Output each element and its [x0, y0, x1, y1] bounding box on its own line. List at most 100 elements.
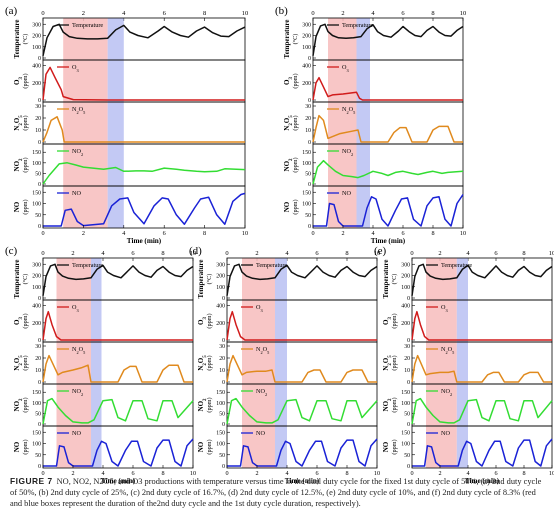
y-axis-label-n2o5: N2O5: [13, 355, 24, 371]
y-tick-label: 100: [32, 401, 41, 407]
y-tick-label: 0: [222, 464, 225, 470]
y-tick-label: 50: [35, 171, 41, 177]
y-tick-label: 0: [308, 56, 311, 62]
legend-label-temperature: Temperature: [441, 262, 472, 269]
blue-duty-box: [356, 18, 370, 228]
y-axis-unit: (ppm): [391, 355, 398, 370]
y-tick-label: 200: [32, 321, 41, 327]
y-tick-label: 50: [404, 411, 410, 417]
x-tick-label: 4: [285, 470, 288, 477]
legend-label-n2o5: N2O5: [256, 346, 269, 355]
series-line-no2: [226, 397, 378, 425]
top-tick-label: 2: [71, 250, 74, 257]
y-tick-label: 150: [401, 390, 410, 396]
y-tick-label: 20: [35, 356, 41, 362]
x-tick-label: 0: [410, 470, 413, 477]
y-tick-label: 100: [302, 202, 311, 208]
x-tick-label: 10: [190, 470, 196, 477]
y-tick-label: 200: [401, 321, 410, 327]
x-tick-label: 6: [163, 230, 166, 237]
y-tick-label: 10: [305, 128, 311, 134]
x-tick-label: 2: [255, 470, 258, 477]
y-tick-label: 30: [35, 344, 41, 350]
y-axis-unit: (ppm): [22, 73, 29, 88]
top-tick-label: 10: [549, 250, 554, 257]
y-axis-label-no2: NO2: [13, 158, 24, 172]
x-axis-label: Time (min): [285, 477, 320, 485]
y-tick-label: 100: [32, 202, 41, 208]
legend-label-no: NO: [441, 430, 450, 437]
y-tick-label: 150: [302, 190, 311, 196]
panel-label: (e): [374, 245, 387, 257]
y-tick-label: 150: [32, 390, 41, 396]
subplot-frame: [411, 425, 553, 469]
top-tick-label: 2: [82, 10, 85, 17]
y-axis-label-no: NO: [382, 441, 390, 452]
x-tick-label: 2: [82, 230, 85, 237]
y-axis-label-temperature: Temperature: [283, 20, 291, 59]
y-tick-label: 0: [308, 140, 311, 146]
y-tick-label: 200: [32, 274, 41, 280]
x-tick-label: 4: [122, 230, 125, 237]
y-tick-label: 100: [216, 442, 225, 448]
top-tick-label: 6: [315, 250, 319, 257]
y-tick-label: 20: [404, 356, 410, 362]
panel-label: (d): [189, 245, 202, 257]
y-axis-unit: (ppm): [22, 115, 29, 130]
legend-label-no2: NO2: [441, 388, 452, 397]
series-line-no: [412, 438, 553, 467]
y-axis-label-n2o5: N2O5: [283, 115, 294, 131]
top-tick-label: 4: [285, 250, 289, 257]
y-axis-label-no: NO: [283, 201, 291, 212]
x-tick-label: 8: [345, 470, 348, 477]
y-axis-label-no2: NO2: [197, 398, 208, 412]
y-tick-label: 0: [407, 338, 410, 344]
blue-duty-box: [456, 258, 468, 468]
panel-label: (c): [5, 245, 18, 257]
blue-duty-box: [275, 258, 287, 468]
y-tick-label: 0: [38, 338, 41, 344]
x-tick-label: 2: [71, 470, 74, 477]
series-line-no: [43, 192, 246, 227]
subplot-frame: [312, 185, 464, 229]
y-axis-unit: (ppm): [391, 397, 398, 412]
series-line-o3: [42, 310, 193, 341]
top-tick-label: 10: [190, 250, 197, 257]
y-tick-label: 400: [32, 304, 41, 310]
y-axis-label-no2: NO2: [382, 398, 393, 412]
y-tick-label: 50: [35, 213, 41, 219]
series-line-no2: [312, 159, 464, 185]
series-line-temperature: [42, 23, 246, 56]
series-line-n2o5: [411, 354, 552, 383]
y-axis-unit: (ppm): [22, 355, 29, 370]
y-tick-label: 10: [404, 368, 410, 374]
legend-label-no: NO: [256, 430, 265, 437]
y-axis-label-n2o5: N2O5: [197, 355, 208, 371]
y-axis-label-no2: NO2: [283, 158, 294, 172]
series-line-temperature: [312, 23, 464, 56]
x-tick-label: 6: [315, 470, 318, 477]
y-axis-label-o3: O3: [382, 317, 393, 325]
y-axis-unit: (ppm): [206, 439, 213, 454]
top-tick-label: 2: [255, 250, 258, 257]
y-tick-label: 50: [219, 453, 225, 459]
y-axis-unit: (ppm): [22, 313, 29, 328]
x-tick-label: 10: [460, 230, 466, 237]
series-line-no: [227, 438, 378, 467]
figure-caption: FIGURE 7 NO, NO2, N2O5, and O3 production…: [10, 476, 546, 509]
y-axis-label-temperature: Temperature: [13, 20, 21, 59]
y-tick-label: 0: [38, 380, 41, 386]
y-tick-label: 150: [216, 430, 225, 436]
top-tick-label: 6: [131, 250, 135, 257]
y-tick-label: 30: [35, 104, 41, 110]
y-axis-label-o3: O3: [13, 77, 24, 85]
y-axis-unit: (ppm): [206, 397, 213, 412]
top-tick-label: 10: [242, 10, 249, 17]
